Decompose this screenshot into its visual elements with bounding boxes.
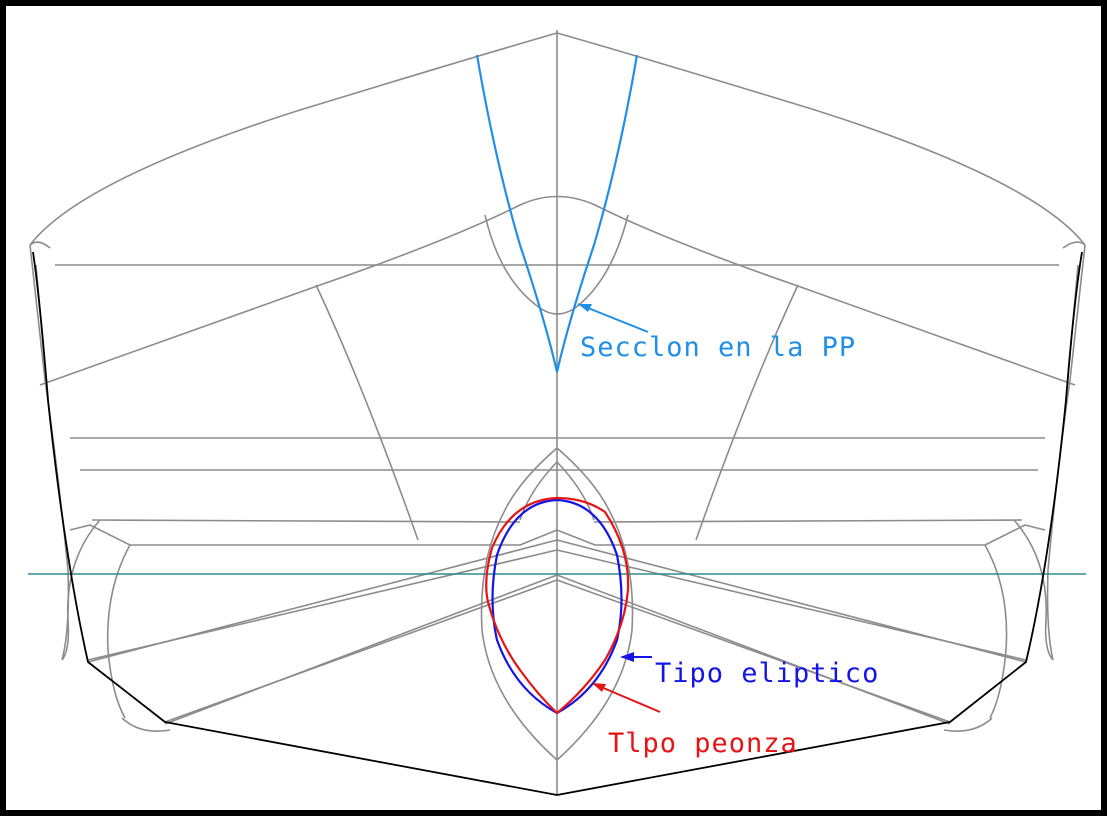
bulb-peonza-curve xyxy=(485,496,630,715)
bulb-outer-contour xyxy=(480,447,634,761)
chine-lines xyxy=(61,519,1054,719)
hull-outline xyxy=(32,251,1083,796)
peonza-leader-arrow xyxy=(592,683,661,713)
sheer-lines xyxy=(29,32,1086,386)
elliptic-type-label: Tipo eliptico xyxy=(655,658,879,689)
peonza-type-label: Tlpo peonza xyxy=(608,728,798,759)
pp-leader-arrow xyxy=(577,303,649,333)
section-pp-curve xyxy=(475,54,639,373)
elliptic-leader-arrow xyxy=(620,652,652,662)
section-pp-label: Secclon en la PP xyxy=(580,332,856,363)
horizontal-lines xyxy=(55,264,1059,471)
buttock-diagonals xyxy=(87,539,1027,732)
